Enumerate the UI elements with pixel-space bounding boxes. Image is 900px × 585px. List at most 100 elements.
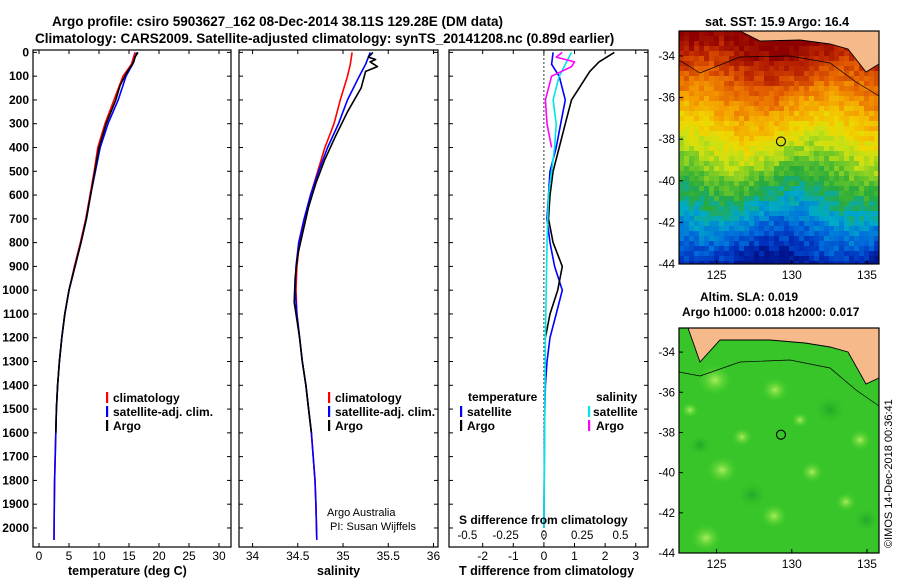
sst-pixel: [794, 191, 799, 196]
sst-pixel: [684, 201, 689, 206]
sst-pixel: [824, 206, 829, 211]
sst-pixel: [739, 136, 744, 141]
sst-pixel: [764, 221, 769, 226]
y-tick-label: 1600: [2, 426, 29, 440]
sst-pixel: [764, 61, 769, 66]
sst-pixel: [859, 106, 864, 111]
sst-pixel: [824, 131, 829, 136]
sst-pixel: [819, 41, 824, 46]
sst-pixel: [794, 146, 799, 151]
sst-pixel: [734, 226, 739, 231]
sst-pixel: [839, 181, 844, 186]
sst-pixel: [839, 116, 844, 121]
sst-pixel: [844, 91, 849, 96]
temperature-x-label: temperature (deg C): [68, 564, 187, 578]
sst-pixel: [819, 236, 824, 241]
sst-pixel: [804, 101, 809, 106]
sst-pixel: [704, 86, 709, 91]
sst-pixel: [834, 61, 839, 66]
sst-pixel: [679, 121, 684, 126]
sst-pixel: [834, 256, 839, 261]
sst-pixel: [769, 51, 774, 56]
sst-pixel: [859, 146, 864, 151]
sst-pixel: [694, 71, 699, 76]
x-tick-label: 5: [66, 549, 73, 563]
y-tick-label: 200: [9, 93, 29, 107]
sst-pixel: [799, 101, 804, 106]
sst-pixel: [839, 141, 844, 146]
sst-pixel: [869, 106, 874, 111]
sst-pixel: [809, 91, 814, 96]
sst-pixel: [794, 81, 799, 86]
s-difference-x-label: S difference from climatology: [459, 513, 628, 527]
sst-pixel: [679, 96, 684, 101]
sst-pixel: [839, 166, 844, 171]
sst-pixel: [804, 121, 809, 126]
sst-pixel: [794, 201, 799, 206]
sst-pixel: [769, 231, 774, 236]
sst-pixel: [714, 191, 719, 196]
sst-pixel: [689, 191, 694, 196]
sst-pixel: [779, 246, 784, 251]
sst-pixel: [719, 126, 724, 131]
sst-pixel: [829, 156, 834, 161]
sst-pixel: [794, 151, 799, 156]
sst-pixel: [874, 76, 879, 81]
sst-pixel: [874, 131, 879, 136]
sst-pixel: [784, 231, 789, 236]
sst-pixel: [739, 196, 744, 201]
sla-anomaly: [791, 411, 809, 429]
sst-pixel: [779, 176, 784, 181]
salinity-x-axis: 34 34.5 35 35.5 36: [246, 50, 440, 563]
sst-pixel: [694, 191, 699, 196]
sst-pixel: [834, 71, 839, 76]
sst-pixel: [769, 191, 774, 196]
sst-pixel: [869, 91, 874, 96]
sst-pixel: [839, 176, 844, 181]
sst-pixel: [794, 126, 799, 131]
sst-pixel: [809, 126, 814, 131]
sst-pixel: [744, 81, 749, 86]
sst-pixel: [679, 101, 684, 106]
sst-pixel: [709, 261, 714, 264]
sst-pixel: [739, 116, 744, 121]
sst-pixel: [819, 196, 824, 201]
sst-pixel: [799, 256, 804, 261]
sst-pixel: [804, 56, 809, 61]
sst-pixel: [854, 226, 859, 231]
sst-pixel: [844, 126, 849, 131]
sst-pixel: [679, 126, 684, 131]
sst-pixel: [779, 106, 784, 111]
sst-pixel: [739, 66, 744, 71]
sst-pixel: [834, 251, 839, 256]
sst-pixel: [784, 91, 789, 96]
sst-pixel: [739, 96, 744, 101]
sst-pixel: [784, 101, 789, 106]
sst-pixel: [719, 111, 724, 116]
sst-pixel: [849, 216, 854, 221]
sst-pixel: [794, 106, 799, 111]
sst-pixel: [789, 181, 794, 186]
sst-map-overlay: [679, 31, 879, 97]
sst-pixel: [839, 146, 844, 151]
sst-pixel: [764, 201, 769, 206]
sst-pixel: [709, 106, 714, 111]
sst-pixel: [739, 226, 744, 231]
sst-pixel: [699, 251, 704, 256]
sst-pixel: [704, 31, 709, 36]
sst-pixel: [789, 76, 794, 81]
header-line-1: Argo profile: csiro 5903627_162 08-Dec-2…: [52, 14, 503, 29]
sst-pixel: [724, 181, 729, 186]
sst-pixel: [869, 196, 874, 201]
sst-pixel: [869, 246, 874, 251]
sst-pixel: [689, 126, 694, 131]
sst-pixel: [699, 116, 704, 121]
sla-coastline: [687, 328, 879, 385]
sst-pixel: [759, 81, 764, 86]
sst-pixel: [859, 171, 864, 176]
sst-pixel: [769, 211, 774, 216]
sst-pixel: [689, 41, 694, 46]
sst-pixel: [719, 151, 724, 156]
sst-pixel: [689, 91, 694, 96]
sst-pixel: [739, 251, 744, 256]
